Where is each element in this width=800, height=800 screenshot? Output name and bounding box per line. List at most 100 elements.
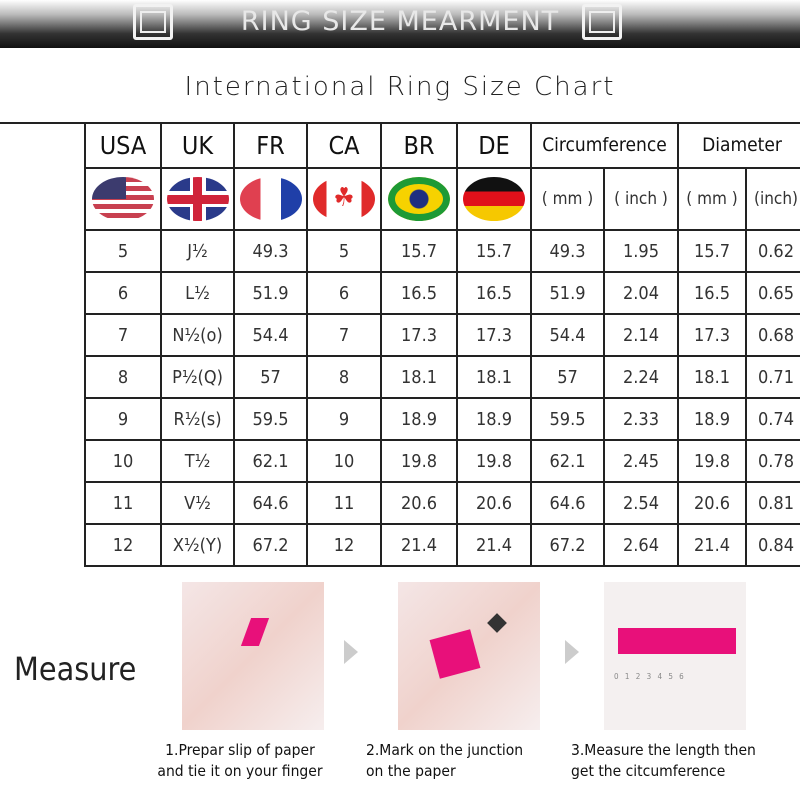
table-cell: 0.78 xyxy=(745,439,800,483)
header-fr: FR xyxy=(233,123,308,169)
table-cell: 18.1 xyxy=(380,355,458,399)
table-cell: 17.3 xyxy=(456,313,532,357)
brazil-flag-icon xyxy=(388,177,450,221)
table-cell: 9 xyxy=(306,397,382,441)
table-cell: 21.4 xyxy=(456,523,532,567)
table-cell: V½ xyxy=(160,481,235,525)
table-cell: X½(Y) xyxy=(160,523,235,567)
table-cell: 20.6 xyxy=(677,481,748,525)
table-cell: 64.6 xyxy=(233,481,308,525)
table-cell: 8 xyxy=(306,355,382,399)
table-cell: 12 xyxy=(306,523,382,567)
canada-flag-icon xyxy=(313,177,375,221)
header-diameter: Diameter xyxy=(677,123,800,169)
uk-flag-icon xyxy=(166,177,229,221)
unit-dia-inch: (inch) xyxy=(745,167,800,231)
table-cell: 1.95 xyxy=(602,229,680,273)
table-cell: 16.5 xyxy=(677,271,748,315)
table-cell: L½ xyxy=(160,271,235,315)
table-cell: 0.84 xyxy=(745,523,800,567)
step2-caption: 2.Mark on the junction on the paper xyxy=(366,741,524,780)
ring-size-table: USA UK FR CA BR DE Circumference Diamete… xyxy=(84,123,800,567)
table-cell: 16.5 xyxy=(456,271,532,315)
table-cell: 2.14 xyxy=(602,313,680,357)
table-cell: 20.6 xyxy=(456,481,532,525)
table-cell: 20.6 xyxy=(380,481,458,525)
header-row: USA UK FR CA BR DE Circumference Diamete… xyxy=(84,123,800,169)
table-cell: 49.3 xyxy=(233,229,308,273)
table-cell: 19.8 xyxy=(677,439,748,483)
table-row: 8 P½(Q) 57 8 18.1 18.1 57 2.24 18.1 0.71 xyxy=(84,355,800,399)
unit-dia-mm: ( mm ) xyxy=(677,167,748,231)
table-row: 7 N½(o) 54.4 7 17.3 17.3 54.4 2.14 17.3 0.68 xyxy=(84,313,800,357)
table-cell: 19.8 xyxy=(456,439,532,483)
table-cell: 2.45 xyxy=(602,439,680,483)
table-cell: 0.65 xyxy=(745,271,800,315)
table-cell: 19.8 xyxy=(380,439,458,483)
table-row: 12 X½(Y) 67.2 12 21.4 21.4 67.2 2.64 21.4 0.84 xyxy=(84,523,800,567)
table-cell: 64.6 xyxy=(530,481,605,525)
table-cell: 59.5 xyxy=(530,397,605,441)
banner-title: RING SIZE MEARMENT xyxy=(240,6,560,37)
table-cell: 6 xyxy=(306,271,382,315)
header-br: BR xyxy=(380,123,458,169)
table-cell: 7 xyxy=(84,313,162,357)
table-cell: 57 xyxy=(233,355,308,399)
table-cell: 17.3 xyxy=(677,313,748,357)
us-flag-icon xyxy=(92,177,154,221)
table-cell: R½(s) xyxy=(160,397,235,441)
table-cell: 18.9 xyxy=(456,397,532,441)
table-cell: 49.3 xyxy=(530,229,605,273)
table-cell: 15.7 xyxy=(380,229,458,273)
table-cell: 15.7 xyxy=(677,229,748,273)
unit-circ-inch: ( inch ) xyxy=(602,167,680,231)
table-cell: 0.71 xyxy=(745,355,800,399)
table-cell: 57 xyxy=(530,355,605,399)
table-cell: 10 xyxy=(84,439,162,483)
step1-caption: 1.Prepar slip of paper and tie it on you… xyxy=(157,741,323,780)
step3-caption: 3.Measure the length then get the citcum… xyxy=(571,741,756,780)
table-cell: 62.1 xyxy=(233,439,308,483)
arrow-icon xyxy=(565,640,579,664)
table-cell: 18.1 xyxy=(456,355,532,399)
table-cell: 10 xyxy=(306,439,382,483)
table-cell: 11 xyxy=(84,481,162,525)
table-cell: 0.68 xyxy=(745,313,800,357)
measure-label: Measure xyxy=(14,650,137,688)
table-cell: 6 xyxy=(84,271,162,315)
frame-icon xyxy=(133,4,173,40)
table-cell: 51.9 xyxy=(530,271,605,315)
table-cell: 2.33 xyxy=(602,397,680,441)
table-row: 6 L½ 51.9 6 16.5 16.5 51.9 2.04 16.5 0.65 xyxy=(84,271,800,315)
table-row: 11 V½ 64.6 11 20.6 20.6 64.6 2.54 20.6 0.81 xyxy=(84,481,800,525)
pen-icon xyxy=(487,613,507,633)
table-cell: 0.62 xyxy=(745,229,800,273)
step3-photo: 0 1 2 3 4 5 6 xyxy=(604,582,746,730)
table-cell: 18.9 xyxy=(380,397,458,441)
table-cell: 11 xyxy=(306,481,382,525)
table-cell: 67.2 xyxy=(530,523,605,567)
table-cell: 51.9 xyxy=(233,271,308,315)
table-cell: 67.2 xyxy=(233,523,308,567)
table-row: 9 R½(s) 59.5 9 18.9 18.9 59.5 2.33 18.9 0.74 xyxy=(84,397,800,441)
banner: RING SIZE MEARMENT xyxy=(0,0,800,48)
table-cell: N½(o) xyxy=(160,313,235,357)
table-cell: 62.1 xyxy=(530,439,605,483)
table-row: 5 J½ 49.3 5 15.7 15.7 49.3 1.95 15.7 0.62 xyxy=(84,229,800,273)
flag-row: ( mm ) ( inch ) ( mm ) (inch) xyxy=(84,167,800,231)
table-cell: 21.4 xyxy=(677,523,748,567)
table-cell: 12 xyxy=(84,523,162,567)
table-cell: 0.74 xyxy=(745,397,800,441)
table-cell: 2.04 xyxy=(602,271,680,315)
germany-flag-icon xyxy=(463,177,525,221)
table-row: 10 T½ 62.1 10 19.8 19.8 62.1 2.45 19.8 0.78 xyxy=(84,439,800,483)
arrow-icon xyxy=(344,640,358,664)
step2-photo xyxy=(398,582,540,730)
table-cell: 18.9 xyxy=(677,397,748,441)
table-cell: 59.5 xyxy=(233,397,308,441)
table-cell: 2.24 xyxy=(602,355,680,399)
table-cell: 2.64 xyxy=(602,523,680,567)
header-de: DE xyxy=(456,123,532,169)
table-cell: 21.4 xyxy=(380,523,458,567)
france-flag-icon xyxy=(239,177,302,221)
